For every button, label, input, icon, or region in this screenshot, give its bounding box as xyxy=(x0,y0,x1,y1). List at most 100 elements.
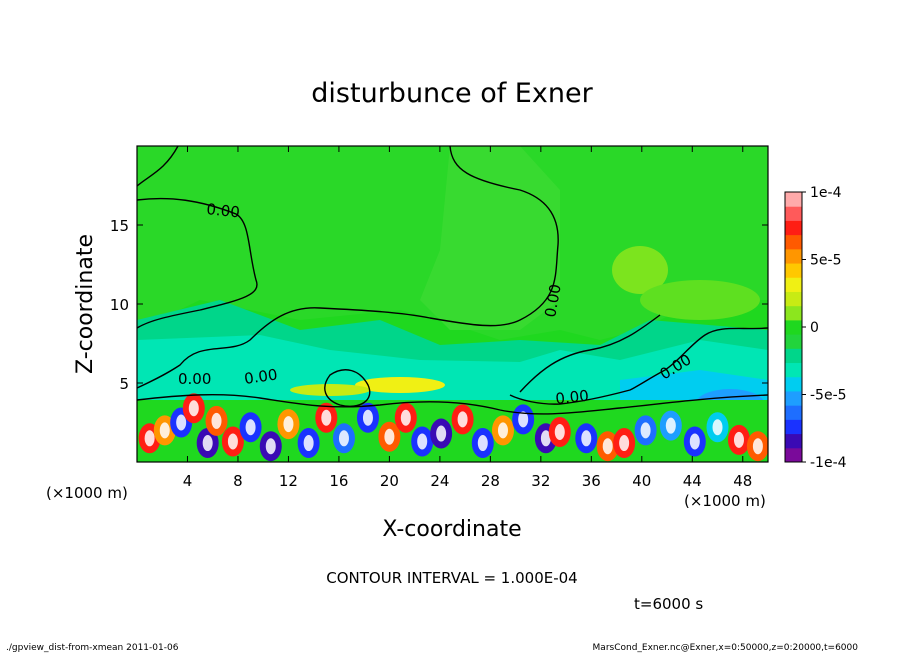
colorbar-tick-label: 0 xyxy=(810,320,819,336)
colorbar-segment xyxy=(785,263,802,278)
field-cell-core xyxy=(202,435,213,452)
colorbar-segment xyxy=(785,334,802,349)
field-cell-core xyxy=(144,430,155,447)
colorbar: 1e-4 5e-5 0 -5e-5 -1e-4 xyxy=(784,185,847,471)
field-blob xyxy=(612,246,668,294)
colorbar-segment xyxy=(785,305,802,321)
turbulence-cells xyxy=(138,393,768,462)
colorbar-segment xyxy=(785,390,802,406)
field-cell-core xyxy=(321,409,332,426)
contour-label: 0.00 xyxy=(178,370,211,388)
colorbar-segment xyxy=(785,348,802,364)
z-axis: 5 10 15 xyxy=(110,217,768,393)
x-tick-label: 12 xyxy=(279,472,298,490)
x-tick-label: 20 xyxy=(380,472,399,490)
x-tick-label: 24 xyxy=(430,472,449,490)
field-cell-core xyxy=(752,438,763,455)
field-cell-core xyxy=(384,428,395,445)
colorbar-segment xyxy=(785,206,802,221)
field-blob xyxy=(290,384,370,396)
x-tick-label: 48 xyxy=(733,472,752,490)
chart-title: disturbunce of Exner xyxy=(311,78,593,109)
colorbar-segment xyxy=(785,291,802,307)
field-cell-core xyxy=(211,412,222,429)
x-axis-unit-left: (×1000 m) xyxy=(46,484,128,502)
field-cell-core xyxy=(283,416,294,433)
field-cell-core xyxy=(400,409,411,426)
x-tick-label: 28 xyxy=(481,472,500,490)
contour-line xyxy=(137,197,258,329)
x-tick-label: 16 xyxy=(329,472,348,490)
colorbar-segment xyxy=(785,447,802,463)
field-cell-core xyxy=(303,435,314,452)
contour-line xyxy=(137,146,179,187)
field-cell-core xyxy=(640,422,651,439)
field-cell-core xyxy=(689,433,700,450)
x-axis: 4 8 12 16 20 24 28 32 36 40 44 48 xyxy=(183,146,752,490)
contour-label: 0.00 xyxy=(541,283,565,319)
field-cell-core xyxy=(619,435,630,452)
colorbar-segment xyxy=(785,220,802,236)
field-cell-core xyxy=(245,419,256,436)
colorbar-segment xyxy=(785,192,802,207)
colorbar-segment xyxy=(785,405,802,420)
colorbar-tick-label: 5e-5 xyxy=(810,253,841,269)
contour-line xyxy=(137,393,768,415)
x-tick-label: 32 xyxy=(531,472,550,490)
field-cell-core xyxy=(733,431,744,448)
contour-line xyxy=(509,327,768,405)
contour-line xyxy=(519,314,661,393)
colorbar-segment xyxy=(785,376,802,392)
field-cell-core xyxy=(417,433,428,450)
field-cell-core xyxy=(518,411,529,428)
contour-labels: 0.00 0.00 0.00 0.00 0.00 0.00 xyxy=(178,200,694,408)
colorbar-segment xyxy=(785,433,802,449)
field-cell-core xyxy=(159,422,170,439)
colorbar-segment xyxy=(785,319,802,335)
contour-line xyxy=(324,369,371,407)
footer-right: MarsCond_Exner.nc@Exner,x=0:50000,z=0:20… xyxy=(593,643,859,653)
colorbar-tick-label: 1e-4 xyxy=(810,185,842,201)
field-blob xyxy=(355,377,445,393)
x-axis-label: X-coordinate xyxy=(382,517,521,542)
colorbar-segment xyxy=(785,277,802,292)
z-axis-label: Z-coordinate xyxy=(73,234,98,374)
field-blob xyxy=(640,280,760,320)
z-tick-label: 10 xyxy=(110,296,129,314)
colorbar-tick-label: -1e-4 xyxy=(810,455,847,471)
z-tick-label: 5 xyxy=(119,375,129,393)
colorbar-segment xyxy=(785,248,802,264)
contour-label: 0.00 xyxy=(206,200,241,221)
heatmap-field xyxy=(137,146,768,462)
field-cell-core xyxy=(665,417,676,434)
contour-label: 0.00 xyxy=(555,387,590,408)
field-cell-core xyxy=(176,414,187,431)
contour-lines xyxy=(137,146,768,415)
field-cell-core xyxy=(554,423,565,440)
field-cell-core xyxy=(227,433,238,450)
colorbar-segment xyxy=(785,362,802,378)
field-cell-core xyxy=(436,425,447,442)
field-cell-core xyxy=(477,435,488,452)
field-cell-core xyxy=(497,422,508,439)
x-tick-label: 8 xyxy=(233,472,243,490)
x-axis-unit-right: (×1000 m) xyxy=(684,492,766,510)
z-tick-label: 15 xyxy=(110,217,129,235)
contour-line xyxy=(137,146,559,389)
contour-interval-text: CONTOUR INTERVAL = 1.000E-04 xyxy=(326,569,577,587)
x-tick-label: 36 xyxy=(582,472,601,490)
field-cell-core xyxy=(581,430,592,447)
x-tick-label: 44 xyxy=(683,472,702,490)
contour-label: 0.00 xyxy=(243,365,279,387)
colorbar-tick-label: -5e-5 xyxy=(810,388,847,404)
field-band-lower xyxy=(137,335,768,400)
field-cell-core xyxy=(712,419,723,436)
x-tick-label: 40 xyxy=(632,472,651,490)
field-cell-core xyxy=(362,409,373,426)
field-cell-core xyxy=(338,430,349,447)
plot-area xyxy=(136,145,769,463)
field-cell-core xyxy=(265,438,276,455)
footer-left: ./gpview_dist-from-xmean 2011-01-06 xyxy=(6,643,179,653)
field-cell-core xyxy=(188,400,199,417)
